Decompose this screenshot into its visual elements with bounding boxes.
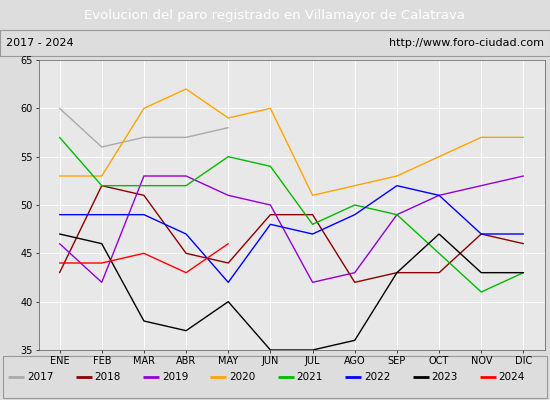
Text: Evolucion del paro registrado en Villamayor de Calatrava: Evolucion del paro registrado en Villama… bbox=[85, 8, 465, 22]
Text: 2019: 2019 bbox=[162, 372, 188, 382]
Text: 2018: 2018 bbox=[95, 372, 121, 382]
Text: 2023: 2023 bbox=[431, 372, 458, 382]
Text: http://www.foro-ciudad.com: http://www.foro-ciudad.com bbox=[389, 38, 544, 48]
Text: 2017 - 2024: 2017 - 2024 bbox=[6, 38, 73, 48]
Text: 2020: 2020 bbox=[229, 372, 255, 382]
Text: 2017: 2017 bbox=[27, 372, 53, 382]
Text: 2022: 2022 bbox=[364, 372, 390, 382]
Text: 2024: 2024 bbox=[499, 372, 525, 382]
Text: 2021: 2021 bbox=[296, 372, 323, 382]
